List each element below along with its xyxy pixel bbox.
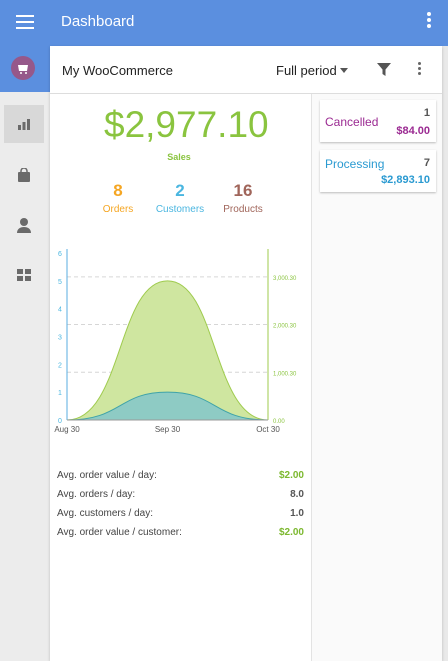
metric-row: Avg. orders / day: 8.0: [57, 489, 304, 508]
nav-orders[interactable]: [4, 156, 44, 194]
card-menu-icon[interactable]: [416, 62, 422, 78]
y-left-tick-label: 0: [58, 418, 62, 425]
status-name: Cancelled: [325, 115, 379, 129]
metric-row: Avg. order value / day: $2.00: [57, 470, 304, 489]
x-tick-label: Oct 30: [256, 425, 280, 434]
y-left-tick-label: 5: [58, 279, 62, 286]
y-right-tick-label: 3,000.30: [273, 276, 297, 282]
card-header: My WooCommerce Full period: [50, 46, 442, 94]
y-left-tick-label: 1: [58, 390, 62, 397]
y-right-tick-label: 1,000.30: [273, 371, 297, 377]
nav-products[interactable]: [4, 256, 44, 294]
series-area-1: [66, 391, 269, 421]
nav-customers[interactable]: [4, 206, 44, 244]
overflow-menu-icon[interactable]: [424, 12, 434, 32]
period-dropdown[interactable]: Full period: [276, 63, 348, 78]
status-card-processing[interactable]: 7 Processing $2,893.10: [320, 150, 436, 192]
metric-row: Avg. order value / customer: $2.00: [57, 527, 304, 546]
metric-value: 8.0: [290, 489, 304, 500]
bag-icon: [18, 167, 30, 182]
nav-rail: [0, 92, 50, 661]
products-stat[interactable]: 16 Products: [220, 181, 266, 215]
metric-value: $2.00: [278, 527, 304, 538]
status-card-cancelled[interactable]: 1 Cancelled $84.00: [320, 100, 436, 142]
orders-count: 8: [113, 181, 123, 200]
x-tick-label: Aug 30: [54, 425, 80, 434]
customers-count: 2: [175, 181, 185, 200]
y-right-tick-label: 0.00: [273, 419, 285, 425]
status-count: 7: [423, 157, 430, 169]
bar-chart-icon: [18, 119, 30, 130]
customers-label: Customers: [155, 204, 205, 215]
sales-total: $2,977.10: [104, 104, 269, 145]
y-left-tick-label: 4: [58, 307, 62, 314]
status-amount: $2,893.10: [381, 174, 430, 186]
products-count: 16: [233, 181, 253, 200]
sales-chart: 0 1 2 3 4 5 6 0.00 1,000.30 2,000.30 3,000.30 Aug 3…: [54, 249, 297, 434]
metric-value: $2.00: [278, 470, 304, 481]
woocommerce-logo-icon[interactable]: [11, 56, 35, 80]
products-label: Products: [223, 204, 263, 215]
customers-stat[interactable]: 2 Customers: [154, 181, 206, 215]
person-icon: [17, 218, 31, 233]
app-bar: Dashboard: [0, 0, 448, 46]
y-right-tick-label: 2,000.30: [273, 324, 297, 330]
dashboard-card: My WooCommerce Full period $2,977.10 Sal…: [50, 46, 442, 661]
orders-stat[interactable]: 8 Orders: [98, 181, 138, 215]
y-left-tick-label: 6: [58, 251, 62, 258]
metric-row: Avg. customers / day: 1.0: [57, 508, 304, 527]
filter-icon[interactable]: [377, 63, 391, 77]
metric-label: Avg. orders / day:: [57, 489, 136, 500]
series-area-0: [66, 280, 269, 421]
sales-label: Sales: [167, 152, 191, 162]
y-left-tick-label: 3: [58, 335, 62, 342]
menu-icon[interactable]: [16, 15, 34, 29]
metric-label: Avg. order value / day:: [57, 470, 157, 481]
chevron-down-icon: [339, 68, 348, 73]
metric-label: Avg. order value / customer:: [57, 527, 182, 538]
status-name: Processing: [325, 157, 385, 171]
status-count: 1: [423, 107, 430, 119]
status-amount: $84.00: [396, 125, 430, 137]
metrics-list: Avg. order value / day: $2.00 Avg. orders …: [57, 470, 304, 546]
orders-label: Orders: [102, 204, 134, 215]
status-panel: 1 Cancelled $84.00 7 Processing $2,893.1…: [311, 94, 442, 661]
y-left-tick-label: 2: [58, 362, 62, 369]
metric-label: Avg. customers / day:: [57, 508, 153, 519]
store-name: My WooCommerce: [62, 63, 174, 78]
x-tick-label: Sep 30: [155, 425, 181, 434]
boxes-icon: [17, 269, 31, 281]
nav-dashboard[interactable]: [4, 105, 44, 143]
metric-value: 1.0: [290, 508, 304, 519]
period-label: Full period: [276, 63, 337, 78]
app-title: Dashboard: [61, 13, 135, 30]
